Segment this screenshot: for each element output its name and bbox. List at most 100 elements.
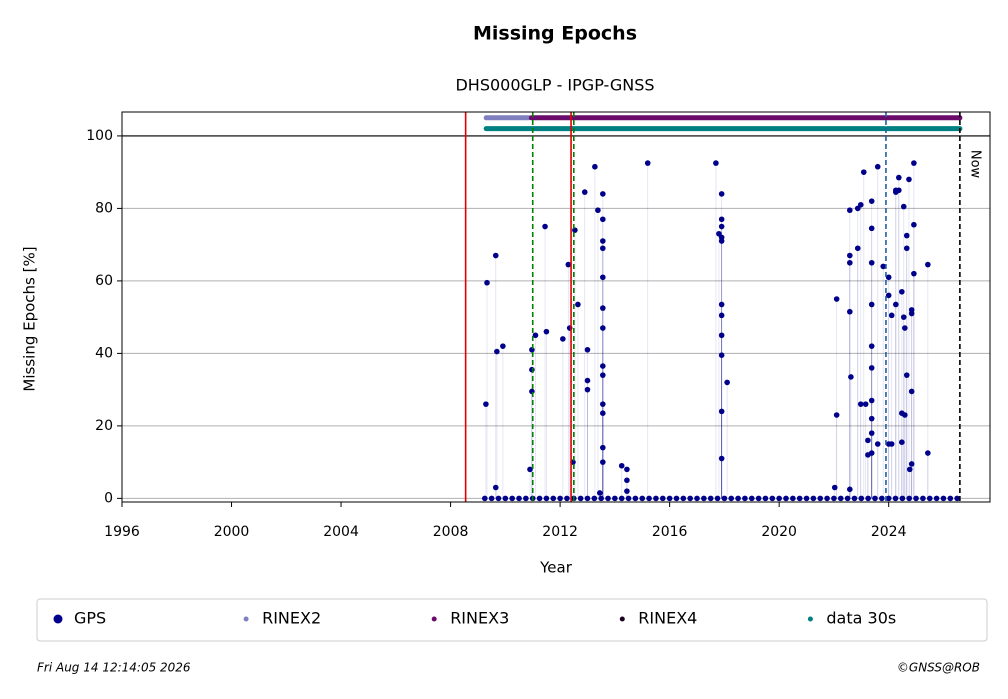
- data-point: [903, 245, 910, 252]
- y-tick-label: 20: [95, 418, 113, 434]
- data-point: [868, 397, 875, 404]
- data-point: [575, 301, 581, 308]
- data-point: [714, 495, 721, 502]
- data-point: [902, 325, 908, 331]
- data-point: [796, 495, 803, 502]
- data-point: [718, 216, 725, 223]
- data-point: [776, 495, 782, 502]
- legend-label: RINEX4: [638, 609, 697, 628]
- data-point: [911, 160, 917, 166]
- data-point: [899, 439, 905, 445]
- data-point: [713, 160, 719, 166]
- data-point: [600, 401, 606, 407]
- data-point: [906, 495, 913, 502]
- data-point: [868, 301, 875, 308]
- data-point: [600, 363, 606, 369]
- data-point: [536, 495, 543, 502]
- data-point: [495, 495, 502, 502]
- data-point: [600, 216, 606, 223]
- data-point: [600, 191, 606, 197]
- data-point: [899, 288, 905, 295]
- data-point: [847, 308, 853, 315]
- data-point: [874, 441, 881, 447]
- data-point: [543, 495, 550, 502]
- data-point: [523, 495, 529, 502]
- data-point: [888, 312, 895, 319]
- data-point: [893, 301, 899, 308]
- data-point: [618, 495, 625, 502]
- data-point: [527, 466, 533, 473]
- data-point: [494, 348, 500, 355]
- data-point: [860, 169, 867, 175]
- data-point: [500, 343, 506, 349]
- legend-marker: [53, 614, 63, 624]
- y-tick-label: 0: [104, 490, 113, 506]
- data-point: [557, 495, 563, 502]
- data-point: [718, 408, 725, 415]
- x-tick-label: 1996: [104, 524, 140, 540]
- data-point: [577, 495, 584, 502]
- legend-label: RINEX3: [450, 609, 509, 628]
- data-point: [718, 312, 725, 319]
- data-point: [817, 495, 824, 502]
- data-point: [564, 495, 570, 502]
- data-point: [902, 412, 908, 418]
- footer-date: Fri Aug 14 12:14:05 2026: [37, 661, 191, 675]
- data-point: [509, 495, 515, 502]
- data-point: [565, 261, 572, 268]
- data-point: [701, 495, 707, 502]
- data-point: [718, 191, 725, 197]
- x-tick-label: 2020: [761, 524, 797, 540]
- data-point: [844, 495, 851, 502]
- data-point: [718, 332, 725, 339]
- data-point: [718, 352, 725, 359]
- data-point: [874, 163, 881, 170]
- legend-marker: [243, 616, 249, 622]
- x-tick-label: 2008: [433, 524, 469, 540]
- data-point: [687, 495, 693, 502]
- data-point: [833, 296, 840, 302]
- data-point: [666, 495, 673, 502]
- data-point: [718, 223, 725, 230]
- plot-frame: [121, 111, 991, 503]
- data-point: [947, 495, 954, 502]
- data-point: [721, 495, 728, 502]
- x-tick-label: 2024: [871, 524, 907, 540]
- data-point: [868, 365, 875, 371]
- data-point: [908, 388, 915, 395]
- data-point: [831, 495, 837, 502]
- data-point: [868, 259, 875, 266]
- data-point: [810, 495, 817, 502]
- data-point: [847, 486, 853, 493]
- event-label: Now: [967, 150, 982, 179]
- data-point: [502, 495, 509, 502]
- data-point: [605, 495, 611, 502]
- data-point: [925, 261, 931, 268]
- data-point: [899, 495, 906, 502]
- x-axis-label: Year: [539, 559, 573, 577]
- data-point: [913, 495, 919, 502]
- data-point: [600, 305, 606, 311]
- data-point: [735, 495, 741, 502]
- data-point: [748, 495, 755, 502]
- legend-marker: [619, 616, 625, 622]
- data-point: [632, 495, 639, 502]
- data-point: [900, 314, 907, 320]
- data-point: [600, 274, 606, 281]
- data-point: [584, 377, 591, 384]
- data-point: [769, 495, 776, 502]
- data-point: [598, 495, 604, 502]
- data-point: [597, 490, 603, 496]
- data-point: [868, 198, 875, 204]
- data-point: [644, 160, 651, 166]
- data-point: [933, 495, 940, 502]
- data-point: [851, 495, 858, 502]
- data-point: [880, 263, 887, 270]
- data-point: [903, 372, 910, 378]
- data-point: [532, 332, 539, 339]
- data-point: [906, 466, 913, 473]
- data-point: [624, 466, 630, 473]
- data-point: [484, 279, 490, 286]
- y-axis-label: Missing Epochs [%]: [21, 246, 39, 391]
- data-point: [584, 495, 591, 502]
